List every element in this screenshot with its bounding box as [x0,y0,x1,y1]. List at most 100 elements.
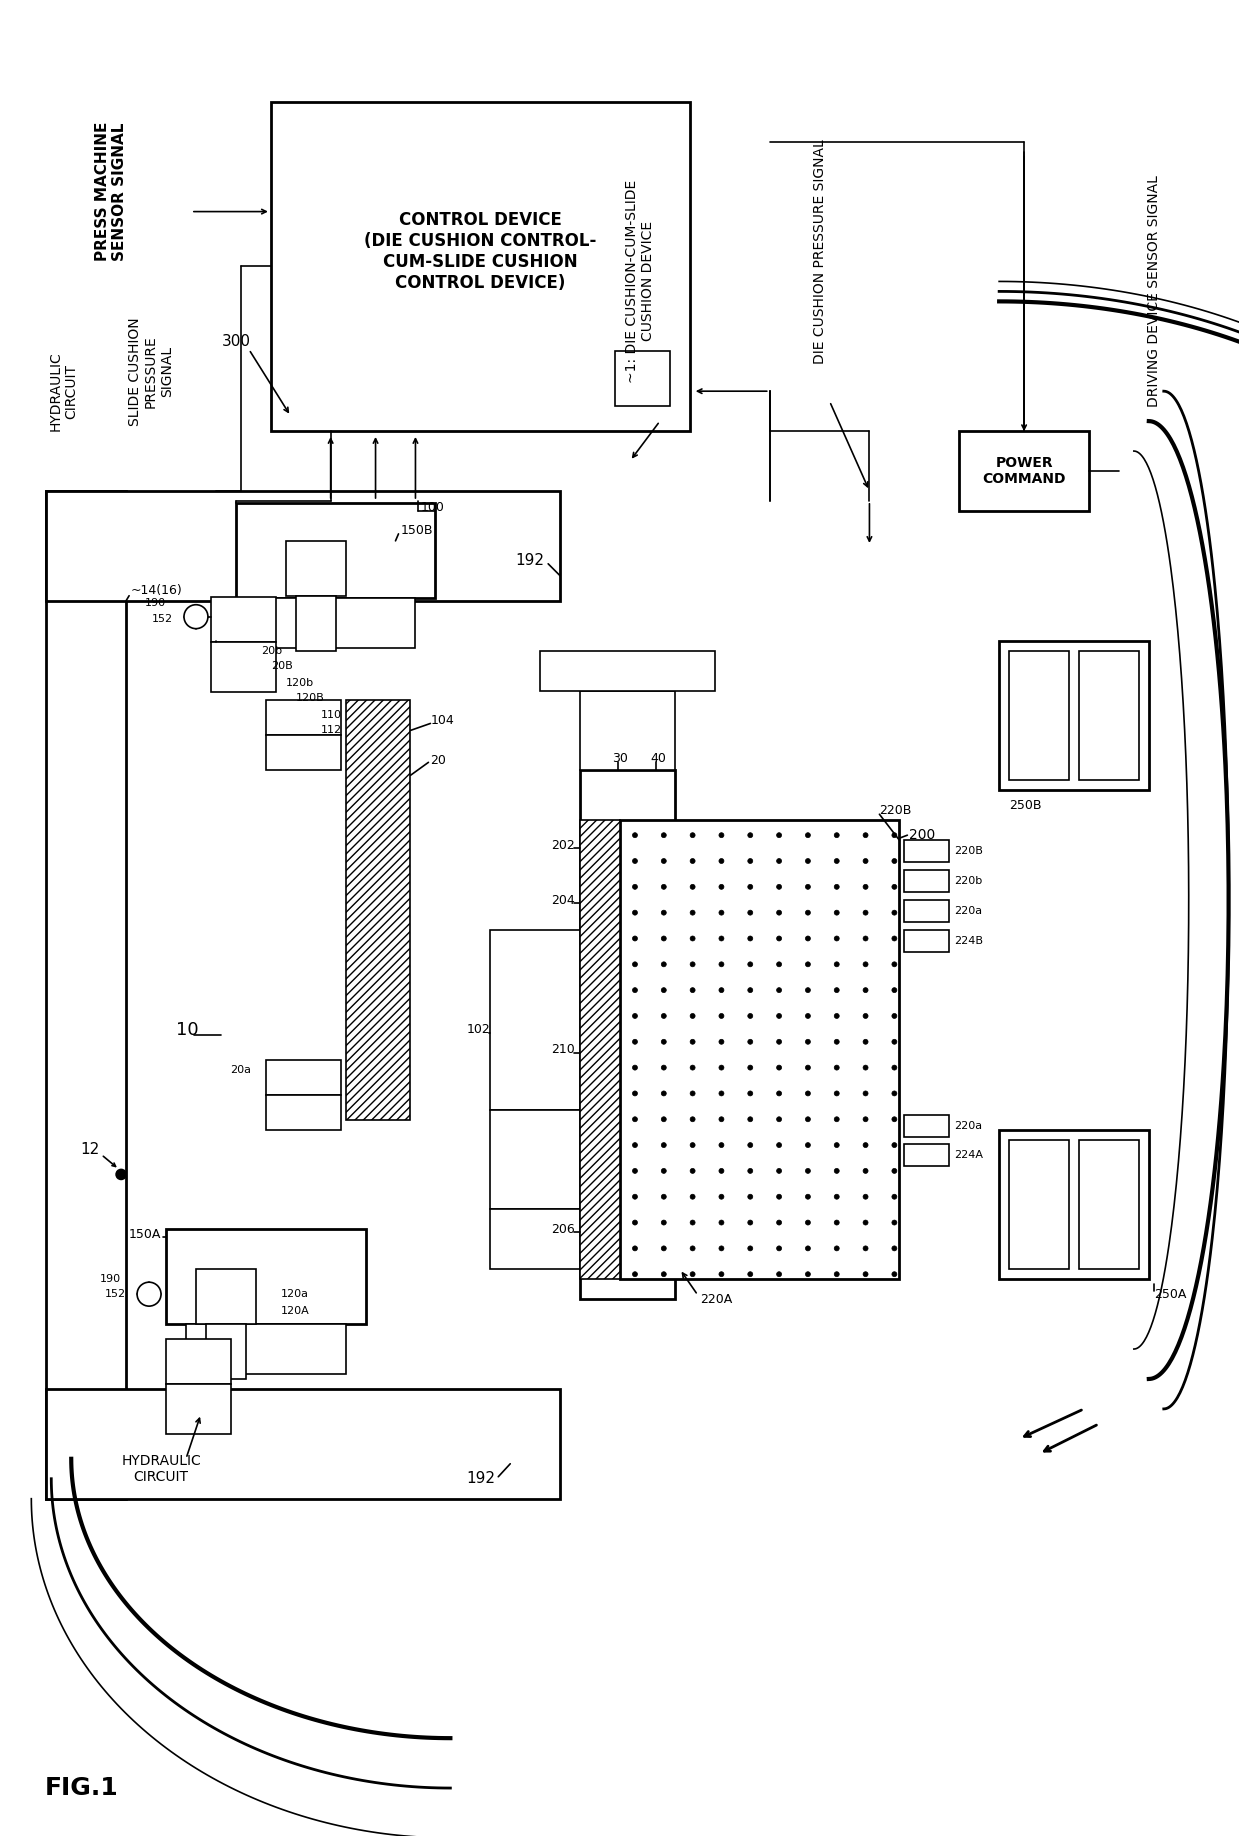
Circle shape [632,1064,637,1070]
Circle shape [835,961,839,967]
Text: 220a: 220a [955,906,982,915]
Bar [196,1270,255,1323]
Circle shape [138,1283,161,1307]
Circle shape [776,1246,781,1252]
Bar [580,820,620,1279]
Circle shape [632,858,637,864]
Bar [46,491,126,1498]
Circle shape [719,936,724,941]
Circle shape [661,961,666,967]
Circle shape [661,1013,666,1018]
Text: 150A: 150A [129,1228,161,1241]
Circle shape [835,936,839,941]
Text: 224B: 224B [955,936,983,947]
Circle shape [691,833,696,838]
Circle shape [691,961,696,967]
Circle shape [661,884,666,890]
Circle shape [776,1143,781,1147]
Circle shape [806,936,811,941]
Bar [265,1095,341,1130]
Circle shape [748,858,753,864]
Circle shape [661,1064,666,1070]
Circle shape [806,1246,811,1252]
Circle shape [835,833,839,838]
Text: FIG.1: FIG.1 [45,1776,118,1799]
Circle shape [863,910,868,915]
Circle shape [776,936,781,941]
Circle shape [632,1195,637,1198]
Circle shape [691,858,696,864]
Circle shape [806,1064,811,1070]
Bar [166,1340,231,1384]
Text: 192: 192 [466,1470,495,1487]
Circle shape [892,1272,897,1277]
Circle shape [863,987,868,993]
Bar [211,641,275,691]
Circle shape [892,884,897,890]
Circle shape [719,833,724,838]
Circle shape [632,1118,637,1121]
Circle shape [632,884,637,890]
Circle shape [748,1013,753,1018]
Bar [46,491,560,601]
Circle shape [806,1143,811,1147]
Circle shape [892,936,897,941]
Circle shape [748,1246,753,1252]
Bar [46,1390,560,1498]
Bar [904,930,950,952]
Circle shape [691,987,696,993]
Circle shape [892,1195,897,1198]
Circle shape [806,910,811,915]
Bar [541,651,714,691]
Circle shape [184,605,208,629]
Text: 206: 206 [552,1222,575,1235]
Text: 250B: 250B [1009,800,1042,812]
Circle shape [691,1272,696,1277]
Bar [166,1384,231,1434]
Circle shape [863,1064,868,1070]
Bar [620,820,899,1279]
Bar [285,540,346,596]
Circle shape [806,1038,811,1044]
Circle shape [719,1143,724,1147]
Circle shape [835,1246,839,1252]
Bar [904,869,950,891]
Circle shape [892,1118,897,1121]
Bar [211,597,275,641]
Circle shape [719,961,724,967]
Circle shape [691,1169,696,1173]
Circle shape [835,1169,839,1173]
Circle shape [806,1195,811,1198]
Bar [490,930,580,1110]
Text: 150B: 150B [401,524,433,537]
Circle shape [632,1038,637,1044]
Text: 220b: 220b [955,877,982,886]
Circle shape [892,1092,897,1095]
Circle shape [776,1013,781,1018]
Circle shape [835,1220,839,1226]
Circle shape [835,1143,839,1147]
Circle shape [892,961,897,967]
Circle shape [806,1013,811,1018]
Text: POWER
COMMAND: POWER COMMAND [982,456,1066,485]
Circle shape [719,884,724,890]
Circle shape [632,1143,637,1147]
Circle shape [691,1092,696,1095]
Text: 120A: 120A [280,1307,310,1316]
Circle shape [835,1038,839,1044]
Circle shape [863,1246,868,1252]
Circle shape [863,884,868,890]
Circle shape [863,1220,868,1226]
Circle shape [632,1272,637,1277]
Circle shape [892,910,897,915]
Text: 152: 152 [151,614,174,623]
Circle shape [863,833,868,838]
Circle shape [776,833,781,838]
Circle shape [863,961,868,967]
Circle shape [892,858,897,864]
Circle shape [892,1246,897,1252]
Circle shape [776,1169,781,1173]
Circle shape [748,1092,753,1095]
Circle shape [835,1118,839,1121]
Bar [346,700,410,1119]
